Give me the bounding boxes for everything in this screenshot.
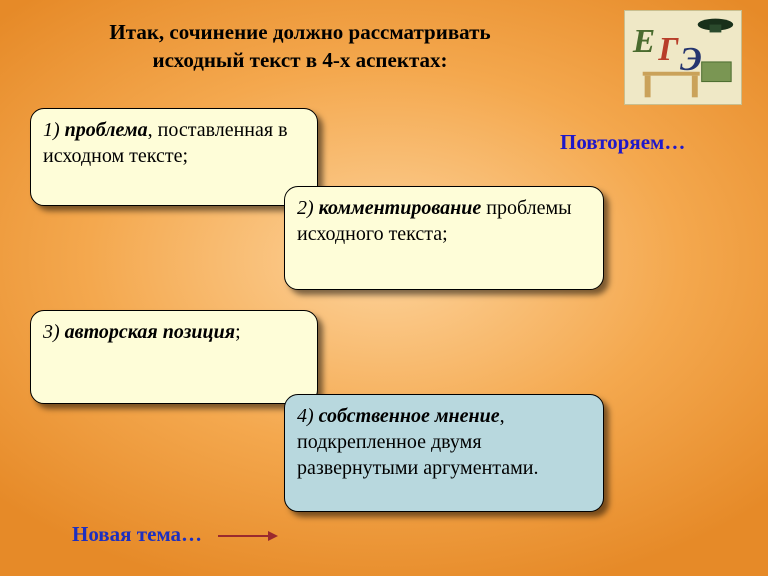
arrow-icon [218, 528, 290, 544]
card-2-number: 2) [297, 197, 319, 219]
slide-title: Итак, сочинение должно рассматривать исх… [0, 18, 600, 75]
aspect-card-4: 4) собственное мнение, подкрепленное дву… [284, 394, 604, 512]
card-4-keyword: собственное мнение [319, 405, 500, 427]
card-1-number: 1) [43, 119, 65, 141]
repeat-label: Повторяем… [560, 130, 685, 155]
title-line-1: Итак, сочинение должно рассматривать [109, 20, 490, 44]
title-line-2: исходный текст в 4-х аспектах: [152, 48, 447, 72]
card-3-text: ; [235, 321, 241, 343]
ege-logo: Е Г Э [624, 10, 742, 105]
card-4-number: 4) [297, 405, 319, 427]
card-3-number: 3) [43, 321, 65, 343]
card-2-keyword: комментирование [319, 197, 482, 219]
aspect-card-2: 2) комментирование проблемы исходного те… [284, 186, 604, 290]
aspect-card-3: 3) авторская позиция; [30, 310, 318, 404]
svg-text:Е: Е [632, 23, 655, 60]
ege-logo-svg: Е Г Э [625, 10, 741, 105]
new-topic-label: Новая тема… [72, 522, 202, 547]
aspect-card-1: 1) проблема, поставленная в исходном тек… [30, 108, 318, 206]
svg-text:Г: Г [657, 31, 679, 68]
card-3-keyword: авторская позиция [65, 321, 235, 343]
card-1-keyword: проблема [65, 119, 148, 141]
